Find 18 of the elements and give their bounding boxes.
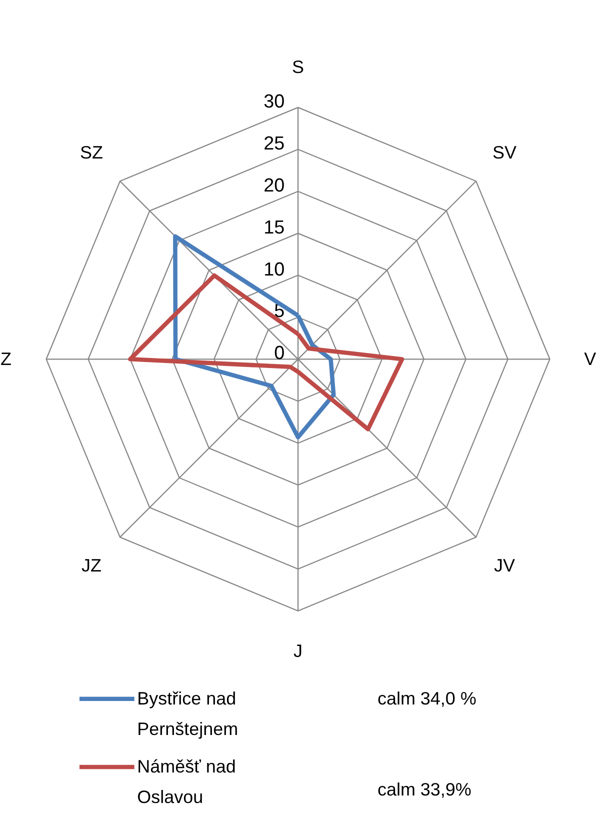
spoke-label: SZ [80, 142, 104, 162]
y-tick-label: 25 [264, 133, 285, 154]
spoke-label: S [292, 56, 304, 77]
spoke-label: V [584, 348, 596, 369]
y-tick-label: 30 [264, 91, 285, 112]
spoke-label: JZ [82, 555, 102, 576]
spoke-label: J [294, 640, 303, 661]
text: calm 34,0 % [378, 688, 476, 709]
y-tick-label: 0 [274, 343, 285, 364]
spoke-label: JV [494, 555, 516, 576]
legend-label: Náměšť nad Oslavou [137, 756, 236, 807]
y-tick-label: 15 [264, 217, 285, 238]
legend-label: Bystřice nad Pernštejnem [137, 688, 238, 739]
text: calm 33,9% [378, 779, 472, 800]
y-tick-label: 10 [264, 259, 285, 280]
spoke-label: Z [0, 348, 12, 369]
spoke-label: SV [492, 142, 517, 162]
y-tick-label: 20 [264, 175, 285, 196]
